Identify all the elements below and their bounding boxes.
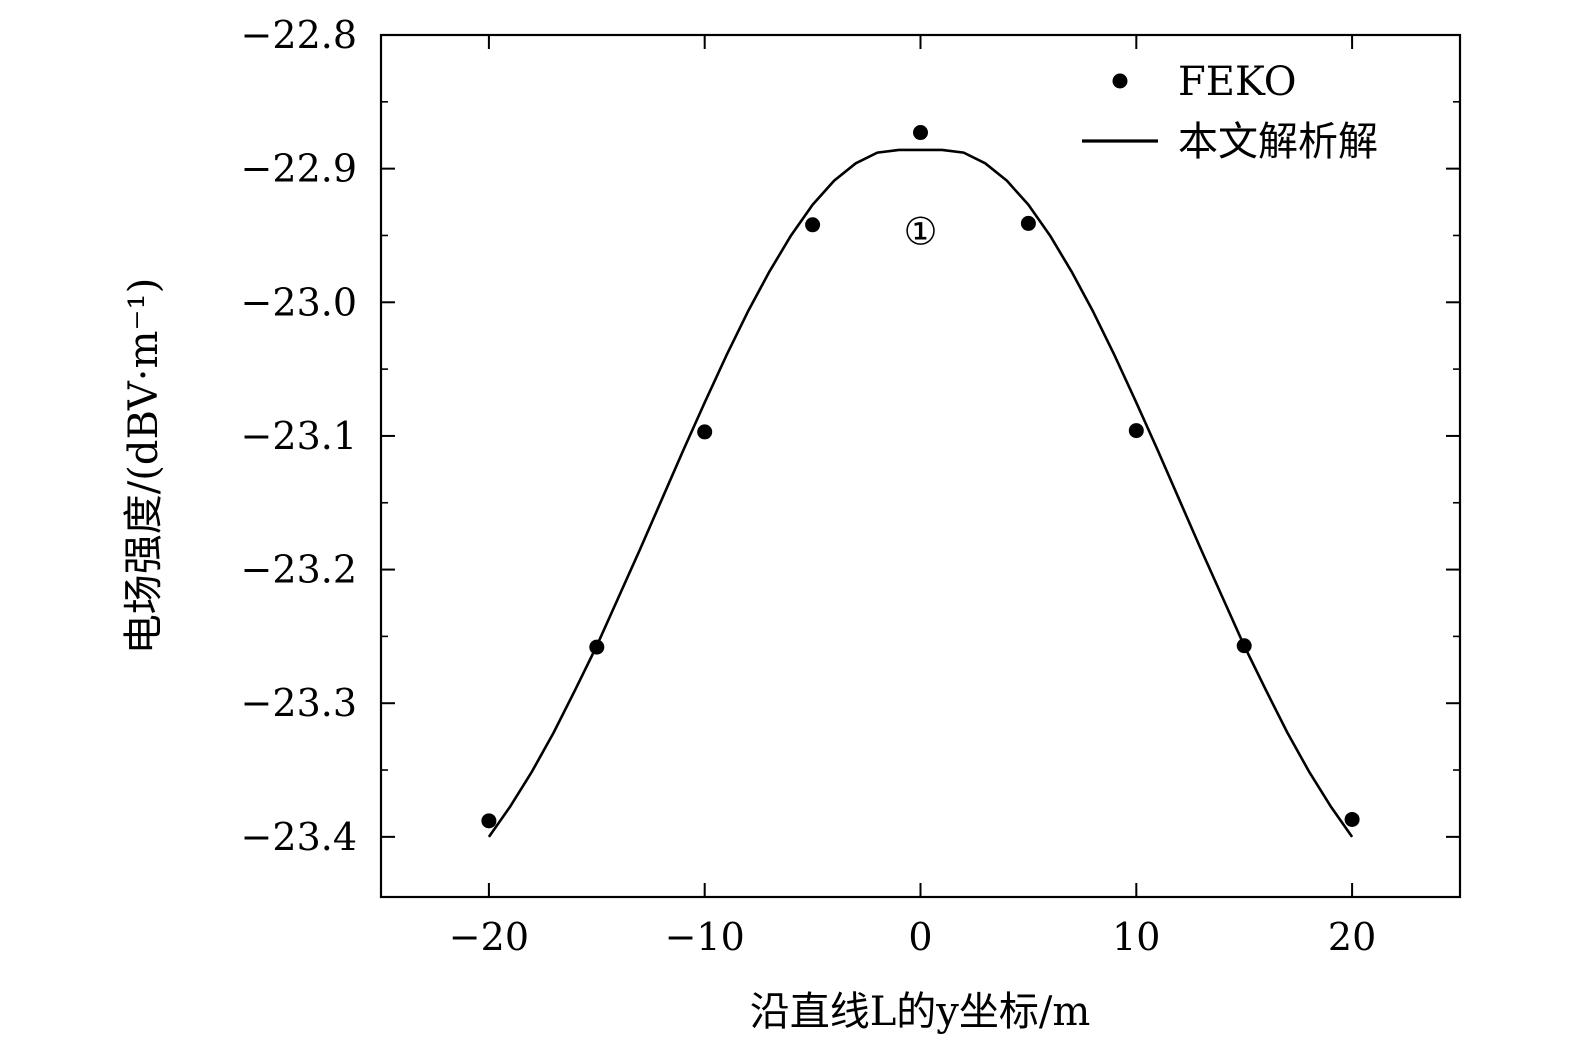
legend-label-feko: FEKO: [1178, 59, 1297, 105]
y-tick-label: −23.1: [241, 414, 357, 458]
series-line-analytic: [487, 148, 1354, 838]
y-tick-label: −23.0: [241, 280, 357, 324]
legend-marker-feko: [1112, 73, 1128, 89]
feko-point: [805, 217, 821, 233]
feko-point: [589, 639, 605, 655]
y-tick-label: −23.4: [241, 815, 357, 859]
feko-point: [1020, 215, 1036, 231]
y-tick-label: −23.3: [241, 681, 357, 725]
plot-content: ①: [481, 125, 1360, 838]
x-tick-label: −20: [449, 915, 529, 959]
feko-point: [481, 813, 497, 829]
legend-label-analytic: 本文解析解: [1178, 119, 1378, 165]
x-tick-label: 10: [1112, 915, 1160, 959]
legend: FEKO 本文解析解: [1082, 59, 1378, 165]
y-axis-title: 电场强度/(dBV·m⁻¹): [121, 278, 167, 654]
x-tick-label: 20: [1328, 915, 1376, 959]
annotation-label: ①: [903, 209, 937, 253]
feko-point: [1236, 638, 1252, 654]
y-tick-label: −23.2: [241, 548, 357, 592]
feko-point: [697, 424, 713, 440]
feko-point: [913, 125, 928, 141]
y-tick-label: −22.9: [241, 147, 357, 191]
x-axis-title: 沿直线L的y坐标/m: [750, 989, 1091, 1035]
feko-point: [1128, 423, 1144, 439]
plot-frame: [379, 33, 1462, 899]
feko-point: [1344, 811, 1360, 827]
y-tick-label: −22.8: [241, 13, 357, 57]
x-tick-label: 0: [908, 915, 932, 959]
y-axis-ticks: −22.8 −22.9 −23.0 −23.1 −23.2 −23.3 −23.4: [241, 13, 1460, 859]
x-axis-ticks: −20 −10 0 10 20: [449, 35, 1376, 959]
x-tick-label: −10: [665, 915, 745, 959]
